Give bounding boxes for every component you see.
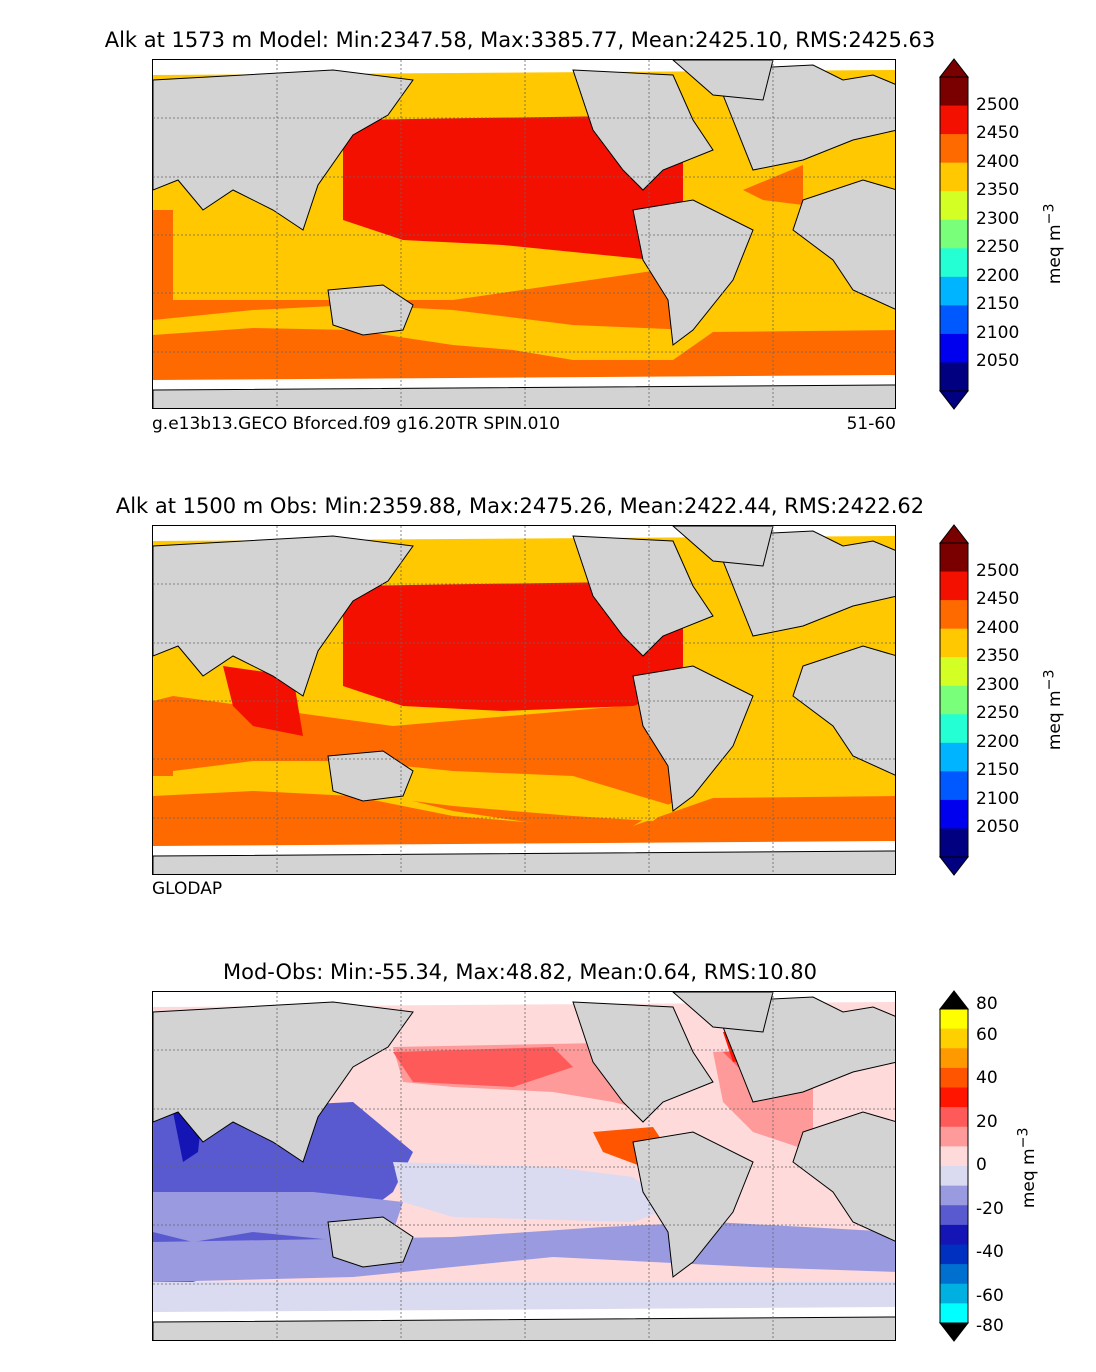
colorbar-segment (940, 1166, 968, 1187)
colorbar-tick-label: 2250 (976, 237, 1020, 258)
colorbar-tick-label: 2400 (976, 151, 1020, 172)
panel2-colorbar (938, 524, 970, 876)
colorbar-tick-label: 20 (976, 1111, 998, 1132)
colorbar-segment (940, 1107, 968, 1128)
colorbar-segment (940, 742, 968, 772)
colorbar-tick-label: 2400 (976, 617, 1020, 638)
colorbar-segment (940, 1126, 968, 1147)
colorbar-segment (940, 248, 968, 278)
colorbar-tick-label: 40 (976, 1068, 998, 1088)
panel1-colorbar-svg (938, 58, 970, 410)
colorbar-tick-label: -20 (976, 1198, 1004, 1219)
colorbar-extend-bottom (938, 1322, 970, 1342)
colorbar-frame (939, 76, 969, 392)
colorbar-tick-label: 2100 (976, 788, 1020, 809)
panel2-colorbar-svg (938, 524, 970, 876)
panel3-map (152, 991, 896, 1341)
colorbar-segment (940, 1224, 968, 1245)
colorbar-segment (940, 628, 968, 658)
colorbar-extend-top (938, 990, 970, 1010)
colorbar-segment (940, 714, 968, 744)
panel1-unit-label: meq m−3 (1041, 203, 1066, 285)
colorbar-tick-label: 2150 (976, 294, 1020, 315)
colorbar-tick-label: 2150 (976, 760, 1020, 781)
colorbar-tick-label: 2450 (976, 589, 1020, 610)
colorbar-segment (940, 543, 968, 573)
panel3-colorbar-svg (938, 990, 970, 1342)
colorbar-segment (940, 162, 968, 192)
colorbar-tick-label: -40 (976, 1242, 1004, 1262)
colorbar-segment (940, 77, 968, 107)
colorbar-tick-label: 2200 (976, 731, 1020, 752)
colorbar-segment (940, 1205, 968, 1226)
colorbar-frame (939, 1008, 969, 1324)
panel3-unit-label: meq m−3 (1015, 1127, 1040, 1209)
panel1-colorbar (938, 58, 970, 410)
colorbar-segment (940, 219, 968, 249)
panel1-title: Alk at 1573 m Model: Min:2347.58, Max:33… (104, 28, 936, 52)
panel1-run-label: g.e13b13.GECO Bforced.f09 g16.20TR SPIN.… (152, 414, 561, 434)
colorbar-segment (940, 771, 968, 801)
panel3-title: Mod-Obs: Min:-55.34, Max:48.82, Mean:0.6… (223, 960, 817, 984)
colorbar-tick-label: 0 (976, 1155, 987, 1175)
colorbar-segment (940, 1264, 968, 1285)
panel2-source-label: GLODAP (152, 879, 223, 899)
colorbar-segment (940, 657, 968, 687)
colorbar-tick-label: 2500 (976, 560, 1020, 581)
colorbar-tick-label: 2200 (976, 265, 1020, 286)
colorbar-segment (940, 1087, 968, 1108)
colorbar-tick-label: 2450 (976, 123, 1020, 144)
colorbar-tick-label: 2350 (976, 180, 1020, 201)
panel1-map (152, 59, 896, 409)
colorbar-extend-bottom (938, 390, 970, 410)
colorbar-extend-top (938, 524, 970, 544)
panel2-map (152, 525, 896, 875)
colorbar-segment (940, 799, 968, 829)
colorbar-tick-label: 2500 (976, 94, 1020, 115)
colorbar-extend-top (938, 58, 970, 78)
colorbar-frame (939, 542, 969, 858)
colorbar-segment (940, 1244, 968, 1265)
panel1-years-label: 51-60 (846, 414, 896, 434)
colorbar-tick-label: 2350 (976, 646, 1020, 667)
colorbar-segment (940, 1028, 968, 1049)
colorbar-segment (940, 105, 968, 135)
colorbar-segment (940, 1067, 968, 1088)
colorbar-segment (940, 362, 968, 392)
colorbar-segment (940, 1009, 968, 1030)
colorbar-tick-label: -80 (976, 1316, 1004, 1336)
colorbar-tick-label: 2050 (976, 351, 1020, 372)
colorbar-segment (940, 1185, 968, 1206)
colorbar-segment (940, 191, 968, 221)
colorbar-tick-label: 2100 (976, 322, 1020, 343)
colorbar-segment (940, 305, 968, 335)
colorbar-tick-label: 2300 (976, 674, 1020, 695)
colorbar-segment (940, 333, 968, 363)
colorbar-segment (940, 1303, 968, 1324)
panel2-unit-label: meq m−3 (1041, 669, 1066, 751)
colorbar-tick-label: -60 (976, 1285, 1004, 1306)
colorbar-segment (940, 571, 968, 601)
colorbar-tick-label: 80 (976, 994, 998, 1014)
colorbar-segment (940, 1048, 968, 1069)
colorbar-tick-label: 60 (976, 1024, 998, 1045)
colorbar-extend-bottom (938, 856, 970, 876)
colorbar-segment (940, 276, 968, 306)
colorbar-segment (940, 1146, 968, 1167)
colorbar-segment (940, 600, 968, 630)
colorbar-tick-label: 2250 (976, 703, 1020, 724)
colorbar-segment (940, 828, 968, 858)
panel3-colorbar (938, 990, 970, 1342)
colorbar-tick-label: 2300 (976, 208, 1020, 229)
colorbar-segment (940, 134, 968, 164)
panel2-title: Alk at 1500 m Obs: Min:2359.88, Max:2475… (115, 494, 925, 518)
colorbar-segment (940, 685, 968, 715)
colorbar-tick-label: 2050 (976, 817, 1020, 838)
colorbar-segment (940, 1283, 968, 1304)
